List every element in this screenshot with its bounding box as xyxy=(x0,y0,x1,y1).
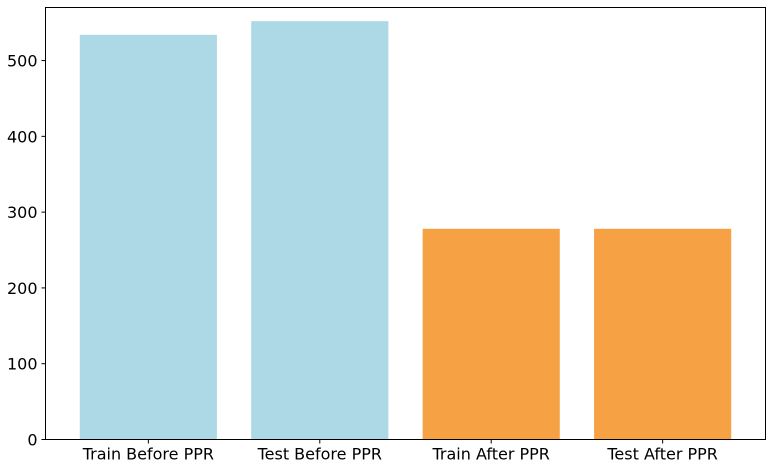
bars-group xyxy=(79,21,732,440)
bar-train-after-ppr xyxy=(422,228,560,440)
y-tick-label: 300 xyxy=(7,203,38,222)
x-tick-label: Train Before PPR xyxy=(82,445,214,464)
bar-train-before-ppr xyxy=(79,34,217,440)
bar-test-before-ppr xyxy=(251,21,389,440)
x-tick-label: Test After PPR xyxy=(606,445,718,464)
bar-test-after-ppr xyxy=(594,228,732,440)
y-tick-label: 200 xyxy=(7,279,38,298)
x-tick-label: Test Before PPR xyxy=(257,445,382,464)
y-tick-label: 500 xyxy=(7,52,38,71)
x-axis: Train Before PPR Test Before PPR Train Aft… xyxy=(82,439,718,464)
y-tick-label: 400 xyxy=(7,127,38,146)
y-axis: 0 100 200 300 400 500 xyxy=(7,52,46,450)
x-tick-label: Train After PPR xyxy=(432,445,550,464)
y-tick-label: 100 xyxy=(7,355,38,374)
y-tick-label: 0 xyxy=(27,431,37,450)
plot-frame xyxy=(45,7,766,440)
